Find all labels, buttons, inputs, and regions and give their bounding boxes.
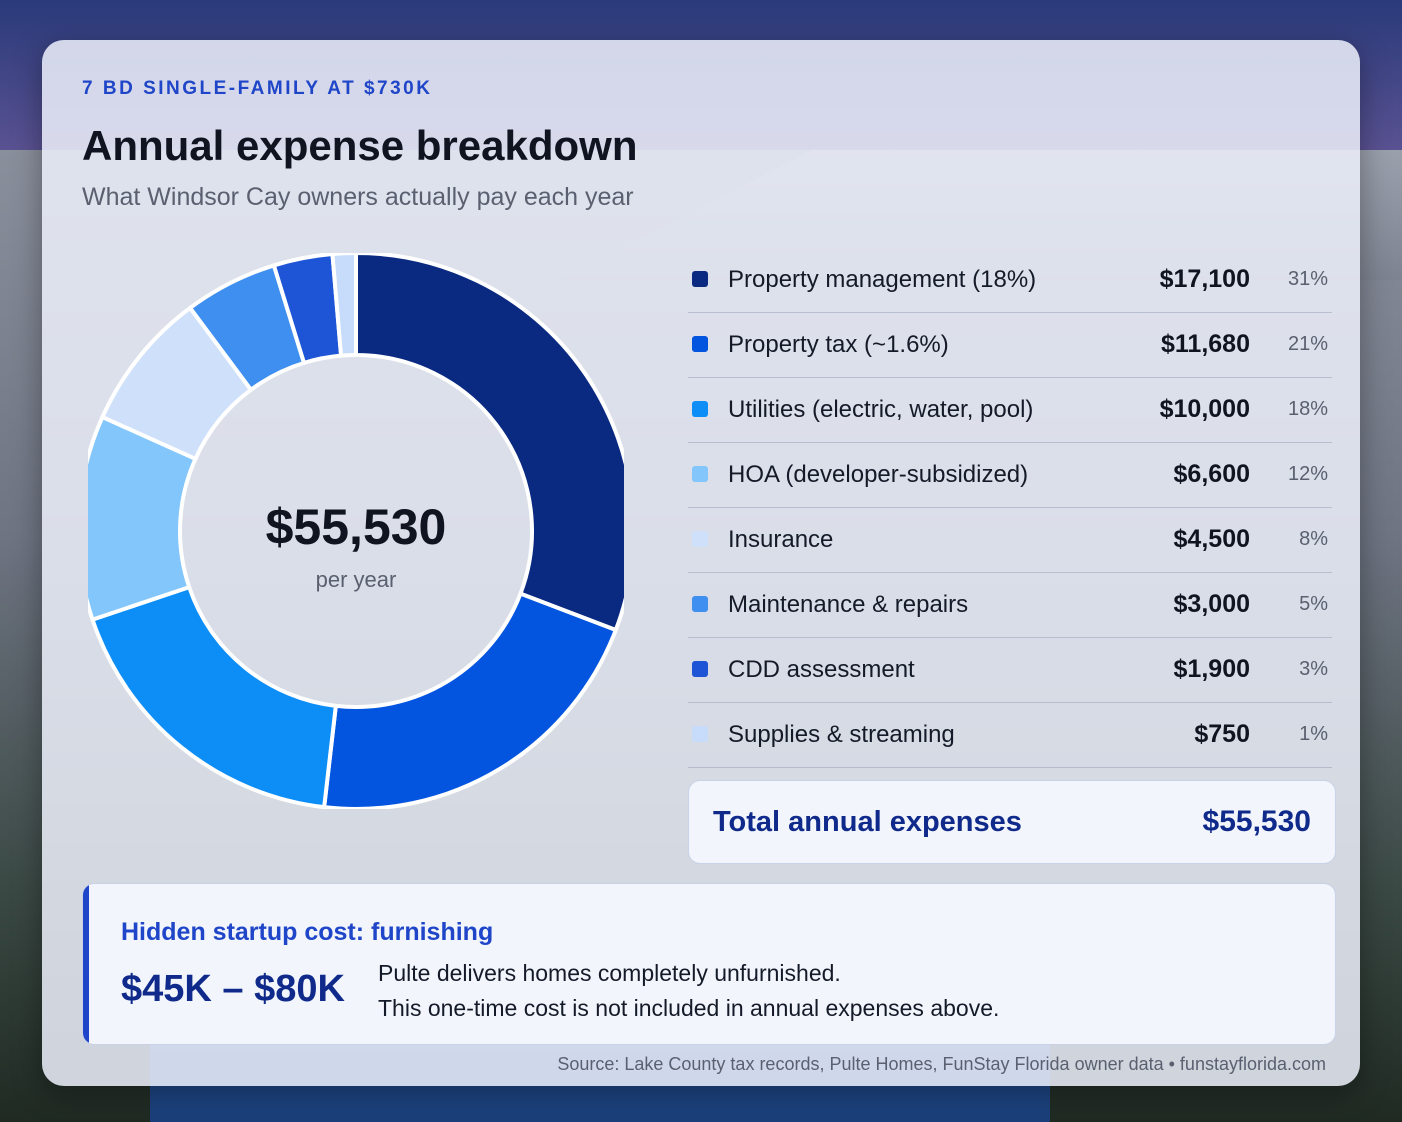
source-note: Source: Lake County tax records, Pulte H…: [557, 1054, 1326, 1074]
legend-swatch: [692, 726, 708, 742]
legend-percent: 8%: [1299, 528, 1328, 550]
legend-amount: $17,100: [1159, 265, 1250, 293]
legend-percent: 31%: [1287, 268, 1328, 290]
expense-card: 7 BD SINGLE-FAMILY AT $730K Annual expen…: [42, 40, 1360, 1086]
callout-range: $45K – $80K: [121, 968, 345, 1010]
legend-swatch: [692, 531, 708, 547]
donut-slice: [330, 253, 358, 358]
legend-percent: 3%: [1299, 658, 1328, 680]
expense-legend: Property management (18%) $17,100 31% Prope…: [688, 248, 1332, 768]
page-title: Annual expense breakdown: [82, 122, 638, 169]
legend-percent: 1%: [1299, 723, 1328, 745]
furnishing-callout: Hidden startup cost: furnishing $45K – $…: [82, 883, 1336, 1045]
eyebrow: 7 BD SINGLE-FAMILY AT $730K: [82, 78, 433, 99]
donut-slice: [89, 584, 339, 809]
legend-row: Maintenance & repairs $3,000 5%: [688, 573, 1332, 638]
legend-amount: $3,000: [1173, 590, 1250, 618]
legend-label: Maintenance & repairs: [728, 591, 969, 618]
legend-amount: $1,900: [1173, 655, 1250, 683]
legend-row: Property tax (~1.6%) $11,680 21%: [688, 313, 1332, 378]
legend-row: CDD assessment $1,900 3%: [688, 638, 1332, 703]
legend-percent: 18%: [1287, 398, 1328, 420]
legend-row: HOA (developer-subsidized) $6,600 12%: [688, 443, 1332, 508]
legend-swatch: [692, 336, 708, 352]
donut-center-value: $55,530: [265, 499, 447, 555]
legend-swatch: [692, 271, 708, 287]
legend-row: Property management (18%) $17,100 31%: [688, 248, 1332, 313]
legend-amount: $6,600: [1173, 460, 1250, 488]
legend-row: Supplies & streaming $750 1%: [688, 703, 1332, 768]
donut-slice: [354, 253, 624, 633]
legend-row: Insurance $4,500 8%: [688, 508, 1332, 573]
legend-label: Supplies & streaming: [728, 721, 955, 748]
legend-percent: 21%: [1287, 333, 1328, 355]
donut-slice: [321, 591, 619, 809]
callout-title: Hidden startup cost: furnishing: [121, 918, 494, 946]
total-label: Total annual expenses: [713, 806, 1022, 838]
legend-amount: $10,000: [1159, 395, 1250, 423]
total-row: Total annual expenses $55,530: [688, 780, 1336, 864]
callout-text-line-2: This one-time cost is not included in an…: [378, 995, 1000, 1021]
total-value: $55,530: [1202, 805, 1311, 838]
legend-amount: $4,500: [1173, 525, 1250, 553]
legend-swatch: [692, 401, 708, 417]
legend-label: HOA (developer-subsidized): [728, 461, 1029, 488]
legend-label: Property tax (~1.6%): [728, 331, 949, 358]
legend-label: CDD assessment: [728, 656, 915, 683]
legend-amount: $750: [1194, 720, 1250, 748]
donut-chart: $55,530 per year: [88, 253, 624, 809]
legend-swatch: [692, 596, 708, 612]
donut-center-label: per year: [315, 567, 397, 592]
legend-percent: 12%: [1287, 463, 1328, 485]
legend-row: Utilities (electric, water, pool) $10,000…: [688, 378, 1332, 443]
donut-chart-svg: [88, 253, 624, 809]
callout-accent-bar: [83, 884, 89, 1044]
legend-amount: $11,680: [1161, 330, 1250, 358]
legend-swatch: [692, 466, 708, 482]
legend-percent: 5%: [1299, 593, 1328, 615]
legend-swatch: [692, 661, 708, 677]
legend-label: Utilities (electric, water, pool): [728, 396, 1034, 423]
callout-text-line-1: Pulte delivers homes completely unfurnis…: [378, 960, 841, 986]
legend-label: Insurance: [728, 526, 834, 553]
page-subtitle: What Windsor Cay owners actually pay eac…: [82, 183, 634, 211]
legend-label: Property management (18%): [728, 266, 1037, 293]
